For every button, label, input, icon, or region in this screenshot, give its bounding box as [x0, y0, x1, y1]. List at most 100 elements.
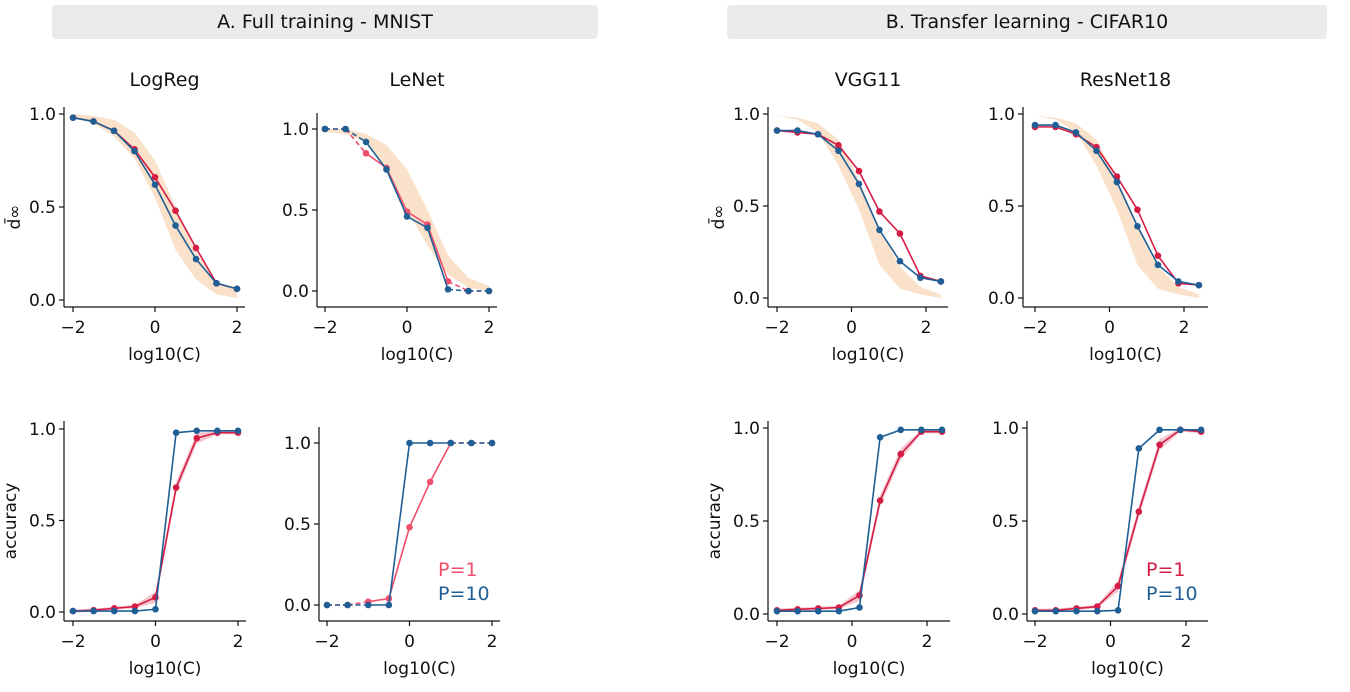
- series-segment-P=10: [1097, 609, 1119, 613]
- x-tick-label: 0: [1104, 318, 1115, 338]
- data-point-P=10: [385, 601, 393, 609]
- x-axis-label: log10(C): [383, 659, 456, 679]
- data-point-P=10: [855, 180, 863, 188]
- x-tick-label: −2: [764, 632, 789, 652]
- series-segment-P=10: [1138, 429, 1161, 450]
- data-point-P=10: [1156, 426, 1163, 434]
- y-tick-label: 0.5: [988, 197, 1015, 217]
- data-point-P=10: [234, 427, 242, 435]
- data-point-P=1: [406, 523, 413, 531]
- x-axis-label: log10(C): [128, 345, 201, 365]
- x-axis-label: log10(C): [1089, 345, 1162, 365]
- data-point-P=10: [937, 278, 945, 285]
- series-segment-P=1: [1138, 444, 1161, 512]
- series-segment-P=1: [1116, 176, 1139, 211]
- data-point-P=1: [1114, 582, 1122, 590]
- series-segment-P=1: [114, 605, 135, 610]
- data-point-P=10: [342, 125, 349, 133]
- subplot-title: LeNet: [389, 69, 444, 91]
- data-point-P=10: [90, 118, 97, 125]
- reference-band: [1035, 115, 1199, 298]
- series-segment-P=10: [426, 227, 449, 290]
- y-tick-label: 0.0: [992, 605, 1019, 625]
- series-segment-P=10: [1178, 280, 1200, 286]
- data-point-P=10: [406, 439, 413, 447]
- y-axis-label: d̄∞: [3, 205, 25, 230]
- series-segment-P=10: [1095, 150, 1118, 183]
- x-tick-label: 2: [484, 318, 495, 338]
- x-axis-label: log10(C): [129, 659, 202, 679]
- data-point-P=10: [1154, 261, 1162, 269]
- data-point-P=10: [321, 125, 329, 133]
- series-spread-P=1: [777, 430, 942, 612]
- y-tick-label: 1.0: [29, 420, 56, 440]
- series-segment-P=10: [1116, 181, 1139, 227]
- x-tick-label: −2: [312, 318, 337, 338]
- x-tick-label: 2: [1181, 632, 1192, 652]
- y-tick-label: 1.0: [282, 120, 309, 140]
- y-axis-label: accuracy: [705, 483, 725, 560]
- y-tick-label: 1.0: [284, 434, 311, 454]
- data-point-P=10: [468, 439, 475, 447]
- y-tick-label: 1.0: [992, 419, 1019, 439]
- x-axis-label: log10(C): [1091, 659, 1164, 679]
- data-point-P=10: [835, 147, 842, 155]
- series-segment-P=10: [195, 258, 218, 284]
- y-tick-label: 0.5: [282, 201, 309, 221]
- x-tick-label: 0: [402, 318, 413, 338]
- y-tick-label: 1.0: [29, 105, 56, 125]
- x-axis-label: log10(C): [381, 345, 454, 365]
- x-tick-label: 0: [847, 632, 858, 652]
- legend-entry-P=1: P=1: [1146, 559, 1185, 581]
- data-point-P=10: [1134, 222, 1141, 230]
- data-point-P=10: [1052, 607, 1060, 615]
- legend-entry-P=10: P=10: [438, 583, 490, 605]
- data-point-P=1: [1135, 508, 1143, 515]
- series-segment-P=10: [899, 260, 921, 279]
- data-point-P=10: [814, 130, 822, 138]
- data-point-P=1: [876, 497, 884, 504]
- series-segment-P=1: [900, 431, 922, 455]
- data-point-P=10: [1195, 281, 1203, 289]
- data-point-P=10: [151, 181, 159, 188]
- data-point-P=10: [917, 274, 924, 282]
- data-point-P=10: [835, 607, 843, 615]
- data-point-P=1: [193, 434, 201, 442]
- x-axis-label: log10(C): [832, 345, 905, 365]
- data-point-P=10: [444, 286, 452, 293]
- series-segment-P=10: [154, 184, 177, 226]
- series-segment-P=10: [1136, 225, 1159, 266]
- subplot-title: ResNet18: [1080, 69, 1171, 91]
- y-tick-label: 0.0: [733, 605, 760, 625]
- series-segment-P=1: [93, 607, 115, 611]
- series-segment-P=10: [113, 130, 136, 152]
- data-point-P=10: [1031, 121, 1039, 129]
- series-segment-P=10: [388, 442, 411, 606]
- data-point-P=1: [1093, 603, 1101, 610]
- x-tick-label: −2: [60, 632, 85, 652]
- data-point-P=10: [131, 147, 138, 155]
- subplot-5: −2 0 2 0.0 0.5 1.0 log10(C) P=1P=10: [284, 427, 500, 679]
- series-segment-P=1: [385, 167, 408, 212]
- y-tick-label: 1.0: [988, 105, 1015, 125]
- series-segment-P=1: [1095, 146, 1118, 178]
- data-point-P=1: [131, 603, 139, 610]
- series-segment-P=1: [1117, 511, 1140, 587]
- series-segment-P=1: [154, 176, 177, 212]
- x-tick-label: 0: [150, 632, 161, 652]
- data-point-P=10: [192, 255, 200, 263]
- data-point-P=10: [1052, 121, 1059, 129]
- data-point-P=10: [485, 287, 493, 295]
- data-point-P=10: [1093, 147, 1100, 155]
- series-segment-P=10: [1157, 264, 1179, 283]
- series-segment-P=1: [879, 453, 902, 501]
- subplot-title: LogReg: [129, 69, 199, 91]
- reference-band: [777, 115, 941, 298]
- subplot-1: −2 0 2 0.0 0.5 1.0 LeNet log10(C): [282, 69, 497, 365]
- data-point-P=10: [938, 426, 946, 434]
- data-point-P=10: [918, 426, 925, 434]
- data-point-P=10: [773, 607, 781, 615]
- data-point-P=1: [192, 244, 200, 252]
- x-tick-label: 0: [1105, 632, 1116, 652]
- data-point-P=10: [110, 127, 118, 135]
